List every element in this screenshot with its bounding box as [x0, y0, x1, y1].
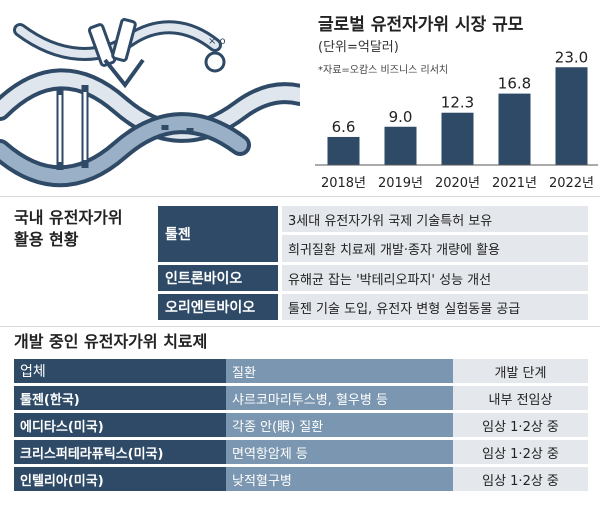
org-toolgen: 툴젠	[158, 206, 278, 262]
table-row: 인텔리아(미국) 낮적혈구병 임상 1·2상 중	[14, 467, 588, 491]
org-intron-bio: 인트론바이오	[158, 265, 278, 291]
domestic-section-title: 국내 유전자가위 활용 현황	[14, 207, 123, 251]
bar-value-label: 23.0	[555, 48, 588, 66]
market-size-bar-chart: 6.6 2018년 9.0 2019년 12.3 2020년 16.8 2021년 23.0 20…	[315, 48, 598, 191]
org-desc-row: 희귀질환 치료제 개발·종자 개량에 활용	[282, 235, 588, 262]
chart-unit: (단위=억달러)	[318, 40, 399, 55]
org-name: 인트론바이오	[165, 271, 243, 287]
org-desc: 유해균 잡는 '박테리오파지' 성능 개선	[288, 272, 492, 288]
svg-text:× o: × o	[208, 36, 226, 47]
table-row: 에디타스(미국) 각종 안(眼) 질환 임상 1·2상 중	[14, 413, 588, 437]
bar-value-label: 16.8	[498, 75, 531, 93]
dna-scissors-illustration: × o	[0, 18, 300, 188]
cell-disease: 샤르코마리투스병, 혈우병 등	[226, 386, 453, 410]
header-company: 업체	[14, 359, 226, 383]
x-tick-label: 2020년	[435, 176, 480, 191]
therapies-table: 업체 질환 개발 단계 툴젠(한국) 샤르코마리투스병, 혈우병 등 내부 전임…	[14, 356, 588, 494]
cell-stage: 내부 전임상	[453, 386, 588, 410]
bar-value-label: 12.3	[441, 94, 474, 112]
bar-2021년	[498, 93, 531, 165]
cell-company: 인텔리아(미국)	[14, 467, 226, 491]
header-stage: 개발 단계	[453, 359, 588, 383]
org-desc: 희귀질환 치료제 개발·종자 개량에 활용	[288, 243, 501, 258]
org-desc-row: 3세대 유전자가위 국제 기술특허 보유	[282, 206, 588, 232]
cell-stage: 임상 1·2상 중	[453, 467, 588, 491]
table-row: 크리스퍼테라퓨틱스(미국) 면역항암제 등 임상 1·2상 중	[14, 440, 588, 464]
gene-scissors-icon	[87, 18, 145, 89]
cell-company: 에디타스(미국)	[14, 413, 226, 437]
table-header-row: 업체 질환 개발 단계	[14, 359, 588, 383]
molecule-icon	[204, 51, 226, 73]
bar-2022년	[555, 67, 588, 165]
cell-disease: 면역항암제 등	[226, 440, 453, 464]
chart-source: *자료=오캄스 비즈니스 리서치	[318, 65, 449, 76]
cell-company: 툴젠(한국)	[14, 386, 226, 410]
domestic-title-line1: 국내 유전자가위	[14, 208, 123, 227]
bar-value-label: 6.6	[332, 118, 356, 136]
org-desc-row: 툴젠 기술 도입, 유전자 변형 실험동물 공급	[282, 294, 588, 320]
bar-2020년	[441, 112, 474, 165]
table-row: 툴젠(한국) 샤르코마리투스병, 혈우병 등 내부 전임상	[14, 386, 588, 410]
org-desc: 툴젠 기술 도입, 유전자 변형 실험동물 공급	[288, 301, 521, 317]
section-divider	[0, 196, 600, 197]
x-tick-label: 2018년	[321, 176, 366, 191]
x-tick-label: 2021년	[492, 176, 537, 191]
org-name: 툴젠	[165, 227, 191, 243]
bar-2019년	[384, 126, 417, 165]
cell-disease: 낮적혈구병	[226, 467, 453, 491]
bar-value-label: 9.0	[389, 108, 413, 126]
cell-stage: 임상 1·2상 중	[453, 413, 588, 437]
org-name: 오리엔트바이오	[165, 300, 256, 316]
x-tick-label: 2019년	[378, 176, 423, 191]
section-divider	[0, 326, 600, 327]
domestic-title-line2: 활용 현황	[14, 230, 79, 249]
chart-title: 글로벌 유전자가위 시장 규모	[318, 15, 524, 35]
bar-2018년	[327, 136, 360, 165]
x-tick-label: 2022년	[549, 176, 594, 191]
cell-stage: 임상 1·2상 중	[453, 440, 588, 464]
dna-helix-icon	[0, 20, 300, 188]
therapies-section-title: 개발 중인 유전자가위 치료제	[14, 332, 208, 351]
cell-disease: 각종 안(眼) 질환	[226, 413, 453, 437]
cell-company: 크리스퍼테라퓨틱스(미국)	[14, 440, 226, 464]
org-desc: 3세대 유전자가위 국제 기술특허 보유	[288, 213, 493, 229]
org-orient-bio: 오리엔트바이오	[158, 294, 278, 320]
header-disease: 질환	[226, 359, 453, 383]
org-desc-row: 유해균 잡는 '박테리오파지' 성능 개선	[282, 265, 588, 291]
